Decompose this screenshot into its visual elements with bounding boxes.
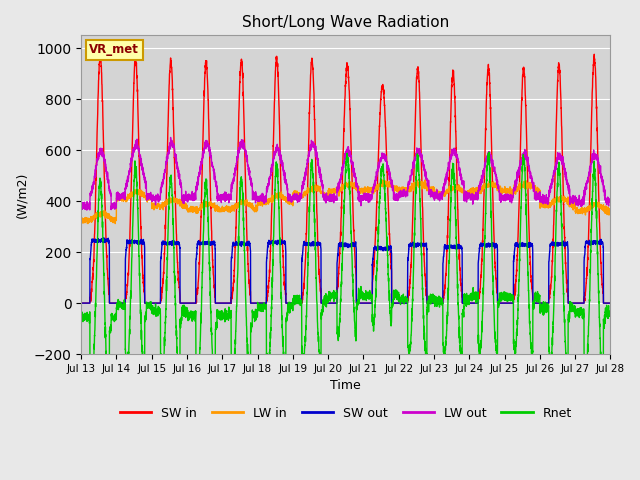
Y-axis label: (W/m2): (W/m2): [15, 171, 28, 218]
Title: Short/Long Wave Radiation: Short/Long Wave Radiation: [242, 15, 449, 30]
Text: VR_met: VR_met: [89, 43, 139, 56]
Legend: SW in, LW in, SW out, LW out, Rnet: SW in, LW in, SW out, LW out, Rnet: [115, 402, 577, 425]
X-axis label: Time: Time: [330, 379, 361, 392]
